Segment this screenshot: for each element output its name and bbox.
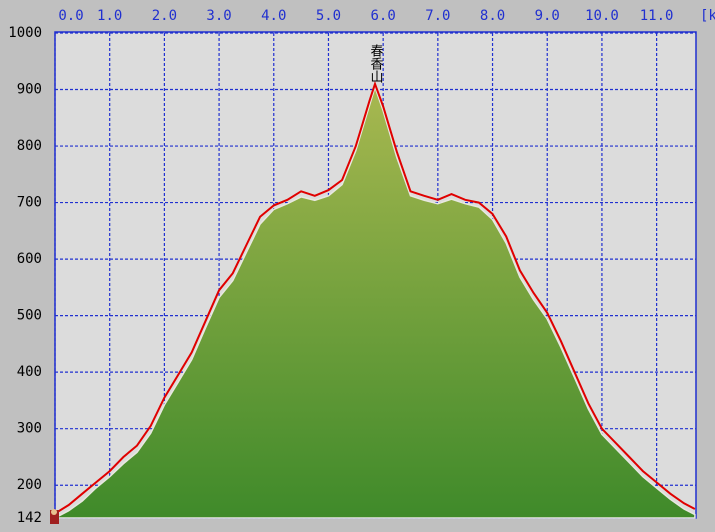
marks — [54, 80, 696, 519]
y-tick-label: 200 — [17, 477, 42, 493]
x-tick-label: 10.0 — [585, 8, 619, 24]
x-tick-label: 11.0 — [640, 8, 674, 24]
x-tick-label: 0.0 — [58, 8, 83, 24]
x-tick-label: 3.0 — [206, 8, 231, 24]
x-tick-label: 7.0 — [425, 8, 450, 24]
y-tick-label: 800 — [17, 138, 42, 154]
labels: 142 200 300 400 500 600 700 800 900 1000 0.0 1.0 2.0… — [8, 8, 673, 526]
y-tick-label: 500 — [17, 308, 42, 324]
x-tick-label: 5.0 — [316, 8, 341, 24]
x-tick-label: 1.0 — [97, 8, 122, 24]
peak-annotation: 春香山 — [367, 44, 383, 83]
y-tick-label: 700 — [17, 195, 42, 211]
x-tick-label: 6.0 — [371, 8, 396, 24]
x-tick-label: 2.0 — [152, 8, 177, 24]
y-tick-label: 900 — [17, 82, 42, 98]
x-tick-label: 8.0 — [480, 8, 505, 24]
x-tick-label: 4.0 — [261, 8, 286, 24]
y-tick-label: 1000 — [8, 25, 42, 41]
elevation-line — [54, 80, 696, 515]
y-tick-label: 600 — [17, 251, 42, 267]
y-tick-label: 400 — [17, 364, 42, 380]
terrain-area — [54, 84, 696, 519]
x-tick-label: 9.0 — [535, 8, 560, 24]
x-axis-label: [km] — [700, 8, 715, 24]
y-tick-label: 300 — [17, 421, 42, 437]
y-tick-label: 142 — [17, 510, 42, 526]
start-icon — [50, 509, 59, 524]
